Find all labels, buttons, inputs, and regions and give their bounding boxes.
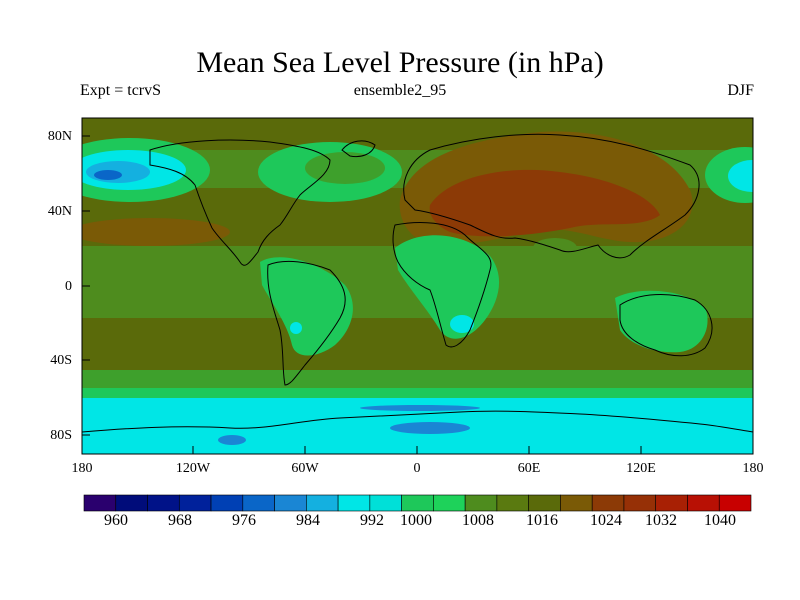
colorbar-swatch [687, 494, 720, 512]
north-america-outline [149, 139, 331, 266]
siberian-high-core [429, 169, 660, 237]
colorbar-swatch [433, 494, 466, 512]
colorbar [83, 494, 752, 512]
africa-outline [392, 221, 492, 348]
africa-low-core [450, 315, 474, 333]
southern-ocean-trough [360, 405, 480, 411]
colorbar-label: 1000 [400, 512, 432, 529]
lon-tick-label: 60E [517, 461, 541, 476]
colorbar-label: 992 [360, 512, 384, 529]
south-america-outline [267, 260, 346, 386]
arctic-high [82, 118, 753, 150]
season-label: DJF [727, 82, 754, 99]
colorbar-label: 984 [296, 512, 320, 529]
colorbar-swatch [147, 494, 180, 512]
lon-tick-label: 120W [175, 461, 211, 476]
south-america-low-core [290, 322, 302, 334]
map-title: Mean Sea Level Pressure (in hPa) [196, 46, 604, 79]
colorbar-label: 960 [104, 512, 128, 529]
subtropical-high-core [82, 218, 230, 246]
colorbar-label: 1008 [462, 512, 494, 529]
colorbar-swatch [178, 494, 212, 512]
colorbar-swatch [560, 494, 593, 512]
colorbar-swatch [83, 494, 117, 512]
colorbar-swatch [115, 494, 148, 512]
icelandic-low-inner [305, 152, 385, 184]
southern-ocean-trough [218, 435, 246, 445]
colorbar-swatch [210, 494, 244, 512]
colorbar-label: 1032 [645, 512, 677, 529]
colorbar-swatch [718, 494, 752, 512]
coastlines [82, 133, 753, 433]
lat-tick-label: 40S [50, 353, 72, 368]
axis-ticks [82, 135, 642, 454]
colorbar-swatch [464, 494, 498, 512]
colorbar-swatch [401, 494, 434, 512]
south-low-band [82, 388, 753, 400]
lon-tick-label: 180 [71, 461, 93, 476]
colorbar-swatch [242, 494, 275, 512]
colorbar-swatch [369, 494, 402, 512]
south-mid-latitude-band [82, 370, 753, 392]
aleutian-low-east [728, 160, 753, 192]
africa-low [395, 235, 500, 339]
lat-tick-label: 0 [65, 279, 72, 294]
lon-tick-label: 120E [626, 461, 656, 476]
colorbar-swatch [655, 494, 688, 512]
lat-tick-label: 40N [47, 204, 72, 219]
lat-tick-label: 80N [47, 129, 72, 144]
colorbar-label: 1016 [526, 512, 558, 529]
greenland-outline [341, 140, 376, 158]
pressure-field [82, 118, 753, 454]
ensemble-label: ensemble2_95 [353, 82, 447, 99]
southern-ocean-trough [390, 422, 470, 434]
colorbar-label: 976 [232, 512, 256, 529]
lon-tick-label: 0 [413, 461, 421, 476]
australia-outline [619, 294, 713, 357]
lat-tick-label: 80S [50, 428, 72, 443]
colorbar-label: 968 [168, 512, 192, 529]
antarctica-outline [82, 410, 753, 433]
colorbar-swatch [306, 494, 339, 512]
aleutian-low-core [94, 170, 122, 180]
lon-tick-label: 60W [291, 461, 319, 476]
colorbar-swatch [274, 494, 307, 512]
australia-low [615, 290, 708, 353]
colorbar-label: 1040 [704, 512, 736, 529]
colorbar-swatch [591, 494, 625, 512]
colorbar-swatch [496, 494, 529, 512]
colorbar-swatch [337, 494, 371, 512]
colorbar-swatch [623, 494, 657, 512]
colorbar-label: 1024 [590, 512, 622, 529]
colorbar-swatch [528, 494, 561, 512]
eurasia-outline [403, 133, 700, 259]
south-america-low [260, 257, 353, 356]
lon-tick-label: 180 [742, 461, 764, 476]
experiment-label: Expt = tcrvS [80, 82, 162, 99]
